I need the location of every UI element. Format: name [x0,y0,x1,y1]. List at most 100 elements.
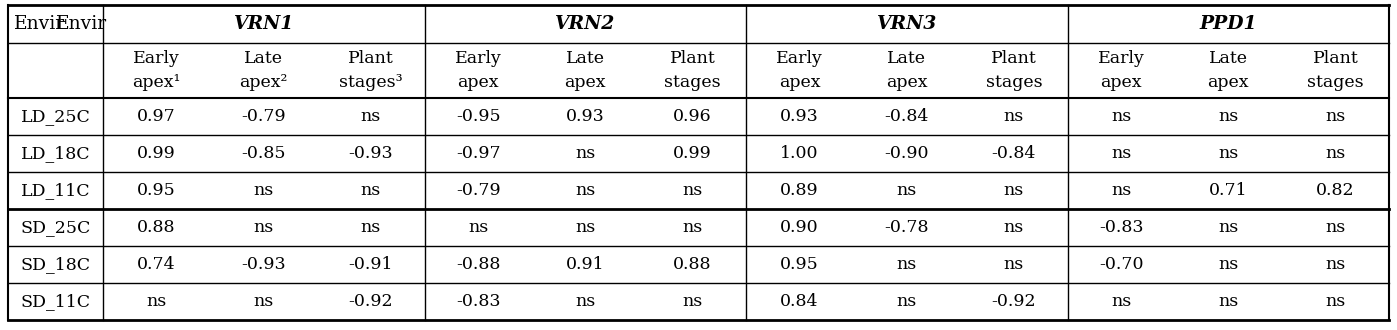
Text: 0.89: 0.89 [781,182,819,199]
Text: ns: ns [1326,219,1345,236]
Text: ns: ns [1218,293,1238,310]
Text: ns: ns [1004,108,1024,125]
Text: SD_11C: SD_11C [21,293,91,310]
Text: ns: ns [576,145,595,162]
Text: 0.95: 0.95 [137,182,176,199]
Text: LD_25C: LD_25C [21,108,91,125]
Text: ns: ns [360,219,381,236]
Text: -0.88: -0.88 [455,256,500,273]
Text: 0.90: 0.90 [781,219,819,236]
Text: ns: ns [1111,145,1132,162]
Text: ns: ns [576,293,595,310]
Text: apex: apex [1207,74,1249,91]
Text: Late: Late [887,50,926,67]
Text: stages: stages [986,74,1042,91]
Text: Late: Late [566,50,605,67]
Text: VRN2: VRN2 [555,15,615,33]
Text: 0.71: 0.71 [1208,182,1248,199]
Text: ns: ns [1111,293,1132,310]
Text: 0.74: 0.74 [137,256,176,273]
Text: -0.78: -0.78 [884,219,929,236]
Text: -0.79: -0.79 [455,182,500,199]
Text: 0.91: 0.91 [566,256,605,273]
Text: ns: ns [254,293,274,310]
Text: -0.83: -0.83 [1099,219,1143,236]
Text: ns: ns [897,256,916,273]
Text: ns: ns [576,219,595,236]
Text: ns: ns [147,293,166,310]
Text: ns: ns [682,293,703,310]
Text: stages³: stages³ [339,74,402,91]
Text: LD_18C: LD_18C [21,145,91,162]
Text: 0.93: 0.93 [566,108,605,125]
Text: Early: Early [1098,50,1144,67]
Text: LD_11C: LD_11C [21,182,91,199]
Text: -0.84: -0.84 [884,108,929,125]
Text: SD_18C: SD_18C [21,256,91,273]
Text: ns: ns [1111,108,1132,125]
Text: Early: Early [454,50,502,67]
Text: ns: ns [1326,145,1345,162]
Text: ns: ns [1326,108,1345,125]
Text: 0.95: 0.95 [780,256,819,273]
Text: ns: ns [1218,108,1238,125]
Text: 0.96: 0.96 [673,108,711,125]
Text: ns: ns [682,219,703,236]
Text: Early: Early [777,50,823,67]
Text: 0.99: 0.99 [673,145,712,162]
Text: Plant: Plant [348,50,394,67]
Text: 1.00: 1.00 [781,145,819,162]
Text: ns: ns [1218,145,1238,162]
Text: -0.85: -0.85 [242,145,286,162]
Text: apex: apex [1101,74,1141,91]
Text: -0.97: -0.97 [455,145,500,162]
Text: Plant: Plant [669,50,715,67]
Text: stages: stages [1308,74,1363,91]
Text: -0.90: -0.90 [884,145,929,162]
Text: -0.95: -0.95 [455,108,500,125]
Text: ns: ns [576,182,595,199]
Text: apex²: apex² [239,74,288,91]
Text: SD_25C: SD_25C [21,219,91,236]
Text: ns: ns [1004,256,1024,273]
Text: apex: apex [457,74,499,91]
Text: Plant: Plant [1313,50,1358,67]
Text: ns: ns [1004,182,1024,199]
Text: ns: ns [682,182,703,199]
Text: ns: ns [1218,219,1238,236]
Text: ns: ns [897,293,916,310]
Text: -0.79: -0.79 [242,108,286,125]
Text: Late: Late [1208,50,1248,67]
Text: -0.84: -0.84 [992,145,1037,162]
Text: -0.92: -0.92 [992,293,1037,310]
Text: ns: ns [254,219,274,236]
Text: -0.92: -0.92 [349,293,393,310]
Text: 0.97: 0.97 [137,108,176,125]
Text: apex: apex [780,74,820,91]
Text: ns: ns [468,219,488,236]
Text: -0.70: -0.70 [1099,256,1143,273]
Text: Early: Early [133,50,180,67]
Text: ns: ns [897,182,916,199]
Text: Plant: Plant [990,50,1037,67]
Text: ns: ns [1111,182,1132,199]
Text: apex¹: apex¹ [133,74,180,91]
Text: 0.84: 0.84 [781,293,819,310]
Text: ns: ns [360,108,381,125]
Text: 0.88: 0.88 [673,256,711,273]
Text: apex: apex [886,74,928,91]
Text: -0.93: -0.93 [349,145,393,162]
Text: 0.93: 0.93 [780,108,819,125]
Text: Late: Late [244,50,284,67]
Text: Envir: Envir [14,15,66,33]
Text: 0.82: 0.82 [1316,182,1355,199]
Text: ns: ns [1326,256,1345,273]
Text: ns: ns [360,182,381,199]
Text: -0.83: -0.83 [455,293,500,310]
Text: ns: ns [1326,293,1345,310]
Text: ns: ns [254,182,274,199]
Text: Envir: Envir [56,15,106,33]
Text: -0.91: -0.91 [349,256,393,273]
Text: ns: ns [1004,219,1024,236]
Text: VRN1: VRN1 [233,15,293,33]
